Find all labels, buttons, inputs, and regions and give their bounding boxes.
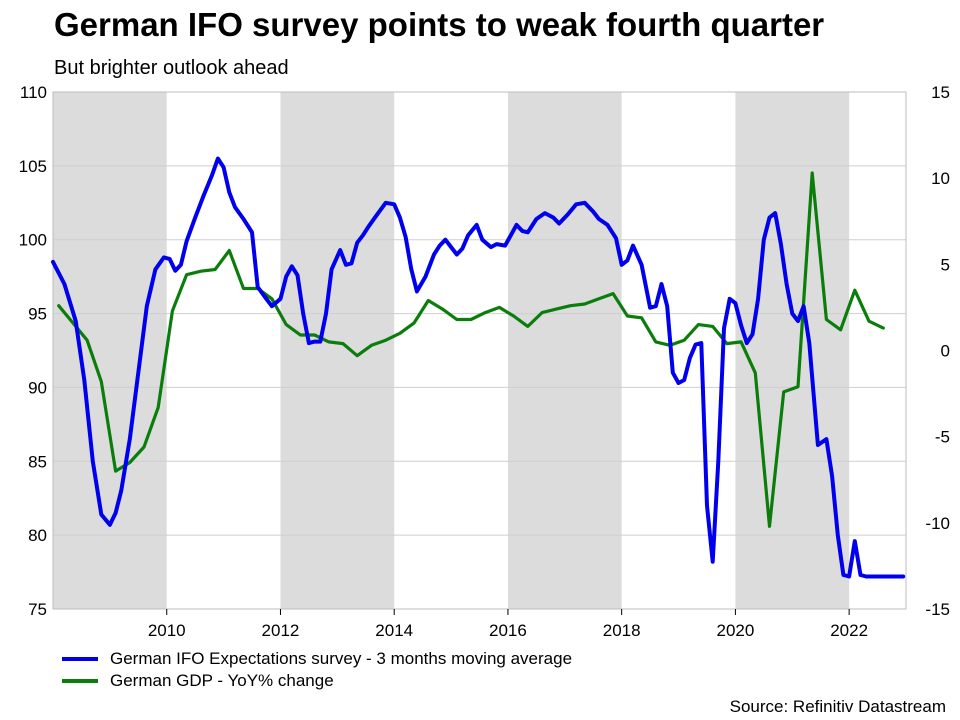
- plot-frame: [52, 91, 907, 610]
- y-right-tick-label: 15: [931, 83, 950, 102]
- y-right-tick-label: -5: [935, 428, 950, 447]
- y-right-tick-label: -15: [925, 600, 950, 619]
- source-note: Source: Refinitiv Datastream: [729, 697, 946, 716]
- shaded-band-0: [53, 92, 167, 609]
- y-left-tick-label: 75: [28, 600, 47, 619]
- x-tick-label: 2016: [489, 621, 527, 640]
- legend: German IFO Expectations survey - 3 month…: [62, 648, 572, 692]
- y-right-tick-label: 5: [941, 255, 950, 274]
- legend-item-ifo: German IFO Expectations survey - 3 month…: [62, 648, 572, 670]
- y-right-tick-label: 10: [931, 169, 950, 188]
- x-tick-label: 2020: [716, 621, 754, 640]
- shaded-band-1: [280, 92, 395, 609]
- y-left-tick-label: 110: [20, 83, 47, 102]
- y-left-tick-label: 85: [28, 452, 47, 471]
- y-left-tick-label: 105: [19, 157, 47, 176]
- legend-swatch-gdp: [62, 679, 98, 683]
- series-line-ifo: [51, 156, 906, 579]
- y-left-tick-label: 90: [28, 378, 47, 397]
- x-tick-label: 2022: [830, 621, 868, 640]
- legend-swatch-ifo: [62, 657, 98, 661]
- y-right-tick-label: 0: [941, 342, 950, 361]
- legend-label-gdp: German GDP - YoY% change: [110, 671, 334, 690]
- x-tick-label: 2012: [262, 621, 300, 640]
- series-line-gdp: [57, 171, 885, 528]
- y-left-tick-label: 100: [19, 231, 47, 250]
- chart-title: German IFO survey points to weak fourth …: [54, 6, 825, 43]
- x-tick-label: 2014: [375, 621, 413, 640]
- shaded-band-3: [735, 92, 850, 609]
- legend-label-ifo: German IFO Expectations survey - 3 month…: [110, 649, 573, 668]
- x-tick-label: 2018: [603, 621, 641, 640]
- y-left-tick-label: 95: [28, 305, 47, 324]
- y-right-tick-label: -10: [925, 514, 950, 533]
- legend-item-gdp: German GDP - YoY% change: [62, 670, 572, 692]
- x-tick-label: 2010: [148, 621, 186, 640]
- y-left-tick-label: 80: [28, 526, 47, 545]
- shaded-band-2: [507, 92, 622, 609]
- chart-subtitle: But brighter outlook ahead: [54, 57, 289, 79]
